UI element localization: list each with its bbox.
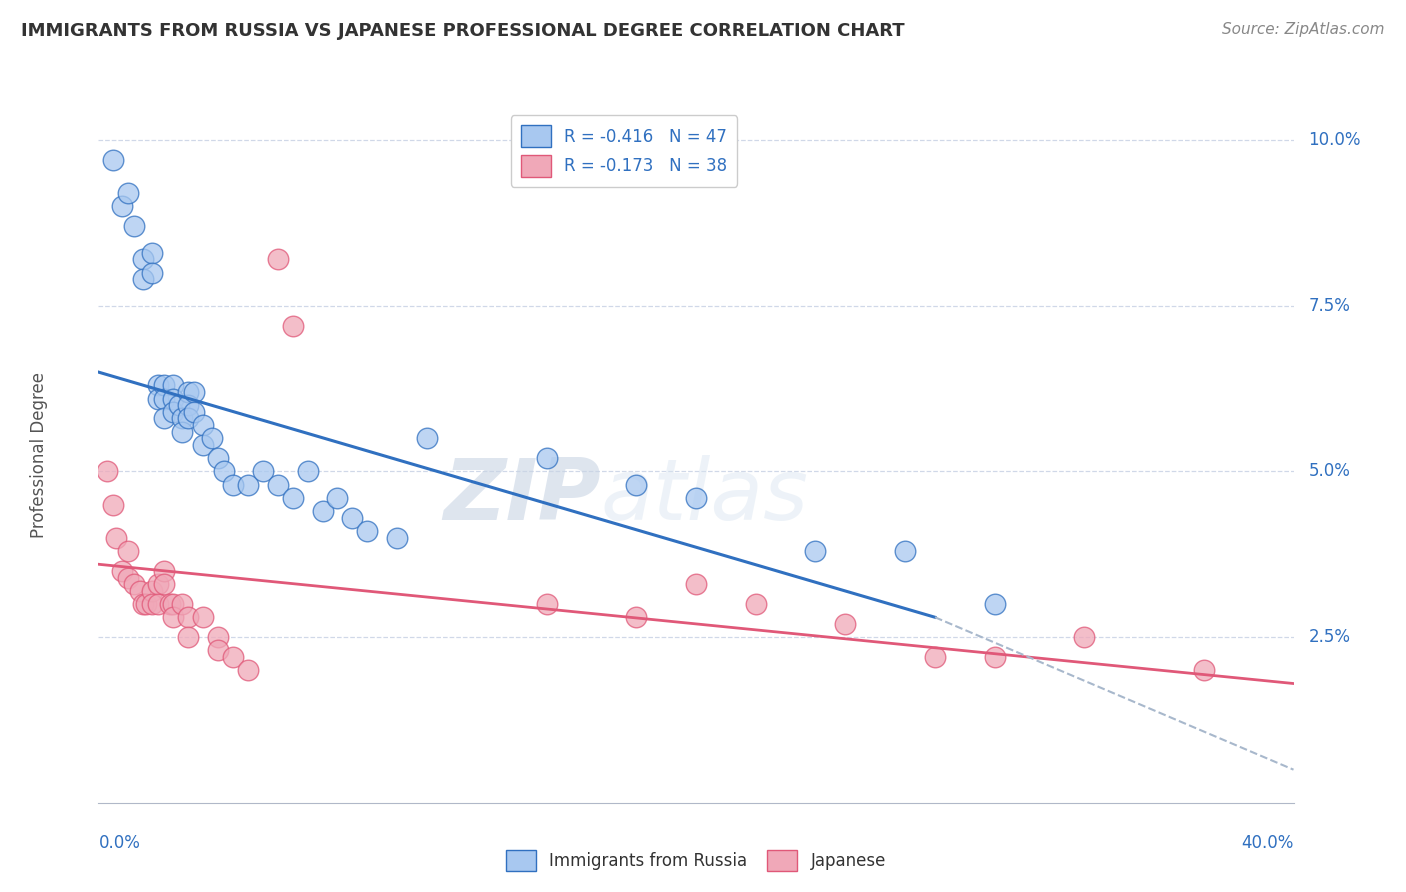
Point bbox=[177, 398, 200, 412]
Point bbox=[894, 544, 917, 558]
Point bbox=[207, 630, 229, 644]
Point bbox=[117, 186, 139, 201]
Point bbox=[183, 405, 205, 419]
Point bbox=[385, 531, 409, 545]
Point bbox=[148, 577, 170, 591]
Point bbox=[153, 378, 176, 392]
Point bbox=[177, 610, 200, 624]
Point bbox=[135, 597, 157, 611]
Point bbox=[111, 564, 134, 578]
Point bbox=[159, 597, 181, 611]
Point bbox=[167, 398, 190, 412]
Point bbox=[252, 465, 274, 479]
Text: 7.5%: 7.5% bbox=[1309, 297, 1350, 315]
Point bbox=[124, 577, 146, 591]
Point bbox=[624, 610, 647, 624]
Point bbox=[132, 252, 155, 267]
Point bbox=[326, 491, 349, 505]
Point bbox=[281, 491, 304, 505]
Point bbox=[356, 524, 378, 538]
Text: 2.5%: 2.5% bbox=[1309, 628, 1350, 646]
Point bbox=[162, 597, 184, 611]
Legend: Immigrants from Russia, Japanese: Immigrants from Russia, Japanese bbox=[499, 843, 893, 878]
Point bbox=[207, 643, 229, 657]
Point bbox=[236, 663, 259, 677]
Point bbox=[129, 583, 152, 598]
Point bbox=[132, 597, 155, 611]
Point bbox=[183, 384, 205, 399]
Point bbox=[141, 583, 163, 598]
Text: 40.0%: 40.0% bbox=[1241, 834, 1294, 852]
Point bbox=[212, 465, 235, 479]
Point bbox=[685, 577, 707, 591]
Point bbox=[96, 465, 118, 479]
Point bbox=[685, 491, 707, 505]
Point bbox=[281, 318, 304, 333]
Point bbox=[172, 411, 194, 425]
Point bbox=[804, 544, 827, 558]
Point bbox=[141, 597, 163, 611]
Point bbox=[162, 378, 184, 392]
Point bbox=[162, 392, 184, 406]
Point bbox=[983, 650, 1005, 665]
Text: Source: ZipAtlas.com: Source: ZipAtlas.com bbox=[1222, 22, 1385, 37]
Text: 0.0%: 0.0% bbox=[98, 834, 141, 852]
Point bbox=[103, 153, 125, 167]
Point bbox=[153, 392, 176, 406]
Point bbox=[201, 431, 224, 445]
Text: IMMIGRANTS FROM RUSSIA VS JAPANESE PROFESSIONAL DEGREE CORRELATION CHART: IMMIGRANTS FROM RUSSIA VS JAPANESE PROFE… bbox=[21, 22, 904, 40]
Point bbox=[207, 451, 229, 466]
Point bbox=[311, 504, 333, 518]
Point bbox=[141, 266, 163, 280]
Point bbox=[924, 650, 946, 665]
Point bbox=[162, 610, 184, 624]
Point bbox=[105, 531, 128, 545]
Point bbox=[191, 610, 214, 624]
Text: Professional Degree: Professional Degree bbox=[30, 372, 48, 538]
Point bbox=[162, 405, 184, 419]
Point bbox=[222, 477, 245, 491]
Point bbox=[141, 245, 163, 260]
Point bbox=[267, 477, 290, 491]
Point bbox=[624, 477, 647, 491]
Point bbox=[172, 425, 194, 439]
Point bbox=[297, 465, 319, 479]
Point bbox=[177, 384, 200, 399]
Point bbox=[1192, 663, 1215, 677]
Point bbox=[222, 650, 245, 665]
Point bbox=[148, 597, 170, 611]
Point bbox=[148, 378, 170, 392]
Point bbox=[191, 438, 214, 452]
Text: 5.0%: 5.0% bbox=[1309, 462, 1350, 481]
Point bbox=[153, 577, 176, 591]
Point bbox=[153, 564, 176, 578]
Point bbox=[177, 411, 200, 425]
Text: 10.0%: 10.0% bbox=[1309, 131, 1361, 149]
Point bbox=[236, 477, 259, 491]
Point bbox=[124, 219, 146, 234]
Point bbox=[416, 431, 439, 445]
Point bbox=[191, 418, 214, 433]
Point bbox=[132, 272, 155, 286]
Point bbox=[834, 616, 856, 631]
Point bbox=[117, 544, 139, 558]
Point bbox=[1073, 630, 1095, 644]
Point bbox=[983, 597, 1005, 611]
Point bbox=[536, 451, 558, 466]
Point bbox=[745, 597, 768, 611]
Point bbox=[117, 570, 139, 584]
Point bbox=[172, 597, 194, 611]
Point bbox=[153, 411, 176, 425]
Point bbox=[267, 252, 290, 267]
Text: ZIP: ZIP bbox=[443, 455, 600, 538]
Point bbox=[103, 498, 125, 512]
Point bbox=[342, 511, 364, 525]
Point bbox=[148, 392, 170, 406]
Point bbox=[536, 597, 558, 611]
Point bbox=[111, 199, 134, 213]
Text: atlas: atlas bbox=[600, 455, 808, 538]
Point bbox=[177, 630, 200, 644]
